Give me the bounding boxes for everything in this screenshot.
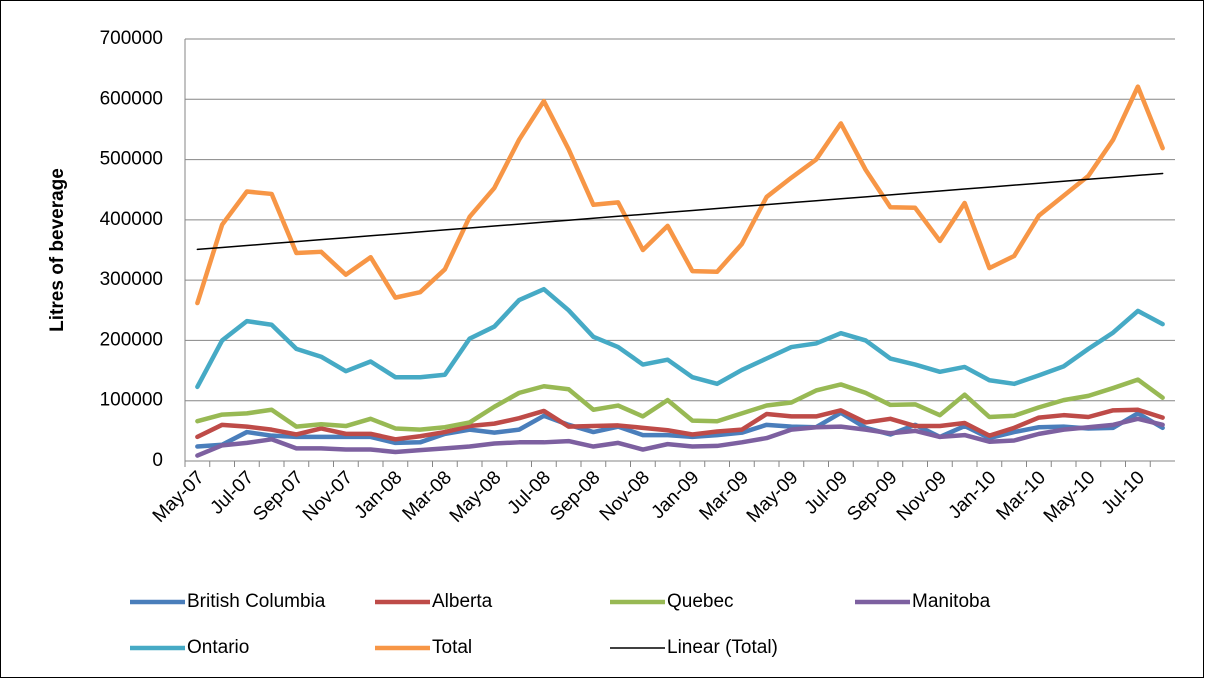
y-axis-label: Litres of beverage	[47, 168, 68, 332]
series-line	[195, 416, 1165, 458]
series-line	[195, 84, 1165, 306]
legend-label: Total	[432, 637, 472, 658]
y-tick-label: 500000	[100, 149, 163, 170]
trend-line	[196, 172, 1164, 251]
y-tick-label: 700000	[100, 28, 163, 49]
series-line	[195, 410, 1165, 449]
legend-label: Manitoba	[912, 591, 991, 612]
y-tick-label: 300000	[100, 269, 163, 290]
y-tick-label: 400000	[100, 209, 163, 230]
series-line	[195, 407, 1165, 442]
series-line	[195, 286, 1165, 390]
legend-label: British Columbia	[187, 591, 326, 612]
legend-label: Ontario	[187, 637, 249, 658]
legend-label: Quebec	[667, 591, 734, 612]
legend-label: Alberta	[432, 591, 493, 612]
y-tick-label: 200000	[100, 329, 163, 350]
y-tick-label: 100000	[100, 390, 163, 411]
series-line	[195, 377, 1165, 432]
y-tick-label: 0	[152, 450, 163, 471]
legend-label: Linear (Total)	[667, 637, 778, 658]
y-tick-label: 600000	[100, 88, 163, 109]
